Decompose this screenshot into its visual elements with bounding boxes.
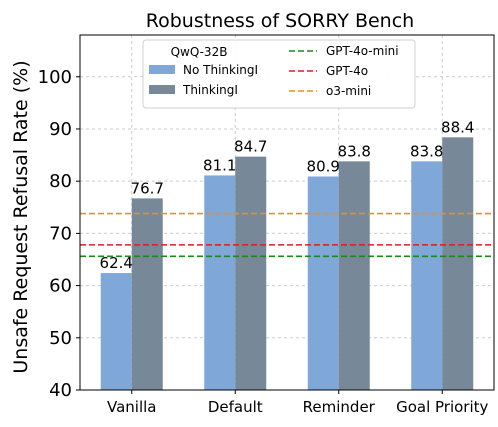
- bar-thinking-default: [235, 156, 267, 390]
- value-label: 84.7: [234, 138, 267, 156]
- value-label: 81.1: [203, 156, 236, 174]
- x-tick-label: Default: [208, 398, 263, 416]
- y-tick-label: 70: [49, 223, 72, 244]
- x-tick-label: Vanilla: [107, 398, 157, 416]
- y-axis-label: Unsafe Request Refusal Rate (%): [10, 60, 32, 373]
- legend-label: ThinkingI: [182, 83, 238, 97]
- plot-frame: [79, 34, 495, 391]
- legend-label: GPT-4o-mini: [326, 44, 399, 58]
- bar-no-thinking-vanilla: [100, 273, 132, 390]
- value-label: 83.8: [338, 142, 371, 160]
- y-tick-label: 60: [49, 276, 72, 297]
- x-tick-label: Reminder: [303, 398, 376, 416]
- y-tick-label: 80: [49, 171, 72, 192]
- bar-no-thinking-goal-priority: [411, 161, 443, 390]
- bar-thinking-reminder: [338, 161, 370, 390]
- legend-swatch: [149, 85, 175, 94]
- bars: [100, 137, 474, 390]
- legend-swatch: [149, 65, 175, 74]
- reference-lines: [80, 212, 494, 258]
- value-label: 80.9: [307, 157, 340, 175]
- chart-title: Robustness of SORRY Bench: [146, 10, 414, 32]
- legend-label: o3-mini: [326, 84, 371, 98]
- y-tick-label: 50: [49, 328, 72, 349]
- bar-thinking-vanilla: [131, 198, 163, 390]
- y-tick-label: 90: [49, 119, 72, 140]
- bar-no-thinking-reminder: [307, 176, 339, 390]
- axis-ticks: 40 50 60 70 80 90 100 Vanilla Default Reminder Goa…: [38, 67, 489, 416]
- bar-no-thinking-default: [204, 175, 236, 390]
- legend: QwQ-32B No ThinkingI ThinkingI GPT-4o-mini G…: [142, 39, 416, 109]
- bar-thinking-goal-priority: [442, 137, 474, 390]
- y-tick-label: 100: [38, 67, 72, 88]
- value-label: 76.7: [131, 179, 164, 197]
- y-tick-label: 40: [49, 380, 72, 401]
- value-label: 83.8: [410, 142, 443, 160]
- x-tick-label: Goal Priority: [396, 398, 488, 416]
- legend-label: No ThinkingI: [183, 63, 258, 77]
- value-labels: 62.476.781.184.780.983.8 83.888.4: [100, 118, 475, 272]
- legend-title: QwQ-32B: [171, 45, 228, 59]
- value-label: 62.4: [100, 254, 133, 272]
- legend-box: [142, 39, 416, 109]
- value-label: 88.4: [441, 118, 474, 136]
- legend-label: GPT-4o: [326, 64, 368, 78]
